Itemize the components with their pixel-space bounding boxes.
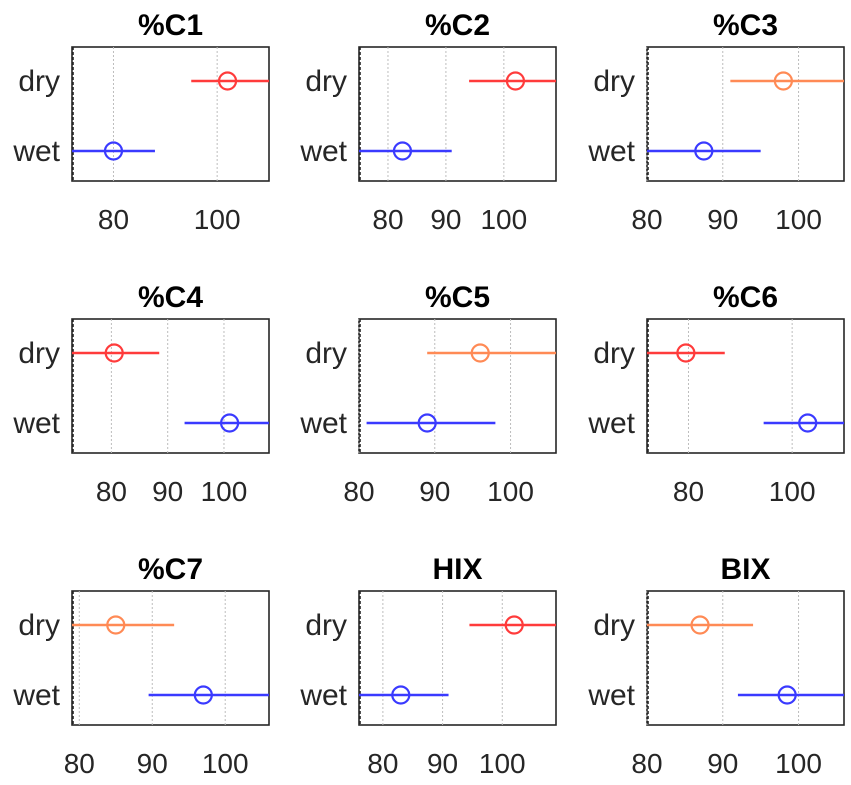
panel-title: %C5 [425, 281, 490, 314]
category-label-dry: dry [18, 65, 60, 98]
x-tick-label: 80 [631, 204, 662, 235]
category-label-wet: wet [299, 407, 347, 440]
x-tick-label: 80 [98, 204, 129, 235]
panel-pct-c2: %C2 dry wet 80 90 100 [299, 9, 557, 235]
category-label-wet: wet [12, 135, 60, 168]
category-label-dry: dry [18, 337, 60, 370]
category-label-dry: dry [593, 609, 635, 642]
x-tick-label: 90 [419, 476, 450, 507]
marker-dry [217, 71, 238, 91]
marker-wet [777, 685, 797, 705]
category-label-wet: wet [299, 135, 347, 168]
category-label-dry: dry [18, 609, 60, 642]
panel-title: %C1 [138, 9, 203, 42]
category-label-dry: dry [593, 337, 635, 370]
panel-hix: HIX dry wet 80 90 100 [299, 553, 557, 779]
axes-frame [71, 318, 270, 454]
x-tick-label: 90 [137, 748, 168, 779]
x-tick-label: 100 [480, 204, 527, 235]
marker-wet [798, 413, 818, 433]
panel-pct-c3: %C3 dry wet 80 90 100 [587, 9, 845, 235]
marker-wet [392, 141, 413, 161]
marker-dry [504, 615, 524, 635]
x-tick-label: 100 [194, 204, 241, 235]
marker-dry [470, 343, 490, 363]
marker-dry [676, 343, 696, 363]
x-tick-label: 100 [201, 476, 248, 507]
axes-frame [358, 46, 557, 182]
category-label-wet: wet [587, 407, 635, 440]
x-tick-label: 90 [430, 204, 461, 235]
panel-pct-c5: %C5 dry wet 80 90 100 [299, 281, 557, 507]
x-tick-label: 100 [769, 476, 816, 507]
x-tick-label: 80 [372, 204, 403, 235]
panel-title: BIX [720, 553, 770, 586]
panel-pct-c7: %C7 dry wet 80 90 100 [12, 553, 270, 779]
x-tick-label: 80 [631, 748, 662, 779]
category-label-dry: dry [305, 337, 347, 370]
category-label-wet: wet [587, 135, 635, 168]
category-label-dry: dry [593, 65, 635, 98]
x-tick-label: 100 [479, 748, 526, 779]
panel-title: %C3 [713, 9, 778, 42]
x-tick-label: 90 [707, 748, 738, 779]
x-tick-label: 100 [487, 476, 534, 507]
axes-frame [646, 46, 845, 182]
marker-wet [103, 141, 124, 161]
category-label-wet: wet [12, 679, 60, 712]
x-tick-label: 80 [64, 748, 95, 779]
marker-dry [104, 343, 124, 363]
panel-title: %C4 [138, 281, 203, 314]
panel-pct-c1: %C1 dry wet 80 100 [12, 9, 270, 235]
panel-pct-c4: %C4 dry wet 80 90 100 [12, 281, 270, 507]
panel-title: %C6 [713, 281, 778, 314]
category-label-dry: dry [305, 65, 347, 98]
axes-frame [358, 590, 557, 726]
marker-wet [220, 413, 240, 433]
category-label-wet: wet [587, 679, 635, 712]
marker-dry [505, 71, 526, 91]
axes-frame [646, 318, 845, 454]
axes-frame [646, 590, 845, 726]
marker-wet [193, 685, 213, 705]
x-tick-label: 80 [96, 476, 127, 507]
panel-title: HIX [432, 553, 482, 586]
category-label-wet: wet [299, 679, 347, 712]
category-label-wet: wet [12, 407, 60, 440]
x-tick-label: 100 [775, 748, 822, 779]
panel-title: %C7 [138, 553, 203, 586]
marker-dry [106, 615, 126, 635]
x-tick-label: 80 [343, 476, 374, 507]
axes-frame [71, 46, 270, 182]
x-tick-label: 100 [775, 204, 822, 235]
marker-wet [391, 685, 411, 705]
x-tick-label: 90 [707, 204, 738, 235]
x-tick-label: 100 [202, 748, 249, 779]
axes-frame [358, 318, 557, 454]
marker-dry [773, 71, 793, 91]
marker-wet [694, 141, 714, 161]
panel-pct-c6: %C6 dry wet 80 100 [587, 281, 845, 507]
x-tick-label: 90 [427, 748, 458, 779]
panel-bix: BIX dry wet 80 90 100 [587, 553, 845, 779]
marker-wet [417, 413, 437, 433]
marker-dry [690, 615, 710, 635]
axes-frame [71, 590, 270, 726]
panel-title: %C2 [425, 9, 490, 42]
x-tick-label: 90 [152, 476, 183, 507]
x-tick-label: 80 [673, 476, 704, 507]
x-tick-label: 80 [367, 748, 398, 779]
category-label-dry: dry [305, 609, 347, 642]
